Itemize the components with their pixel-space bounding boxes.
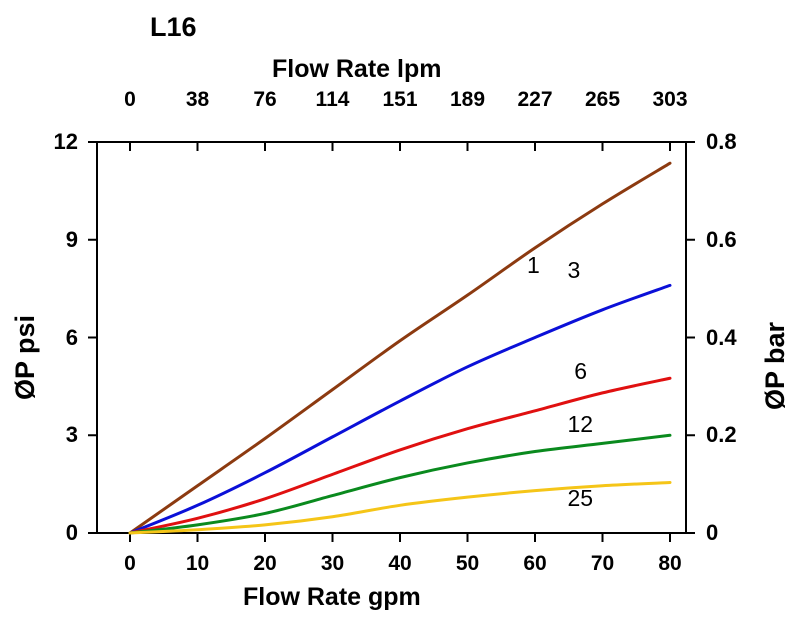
axis-frame bbox=[96, 141, 687, 534]
tick-label: 9 bbox=[65, 226, 78, 252]
tick-label: 0 bbox=[65, 520, 78, 545]
chart-title: L16 bbox=[150, 12, 197, 42]
tick-label: 76 bbox=[253, 88, 277, 111]
tick-label: 10 bbox=[185, 552, 210, 575]
tick-label: 0.6 bbox=[706, 226, 737, 252]
curve-3 bbox=[128, 283, 672, 535]
tick-label: 60 bbox=[523, 552, 547, 575]
tick-label: 151 bbox=[382, 88, 418, 111]
top-axis-title: Flow Rate lpm bbox=[272, 55, 442, 83]
tick-label: 0 bbox=[706, 520, 719, 545]
tick-label: 80 bbox=[658, 552, 682, 575]
tick-label: 0 bbox=[124, 88, 136, 111]
tick-label: 0 bbox=[124, 552, 136, 575]
tick-label: 30 bbox=[320, 552, 345, 575]
tick-label: 40 bbox=[388, 552, 412, 575]
bottom-axis-title: Flow Rate gpm bbox=[243, 583, 421, 611]
tick-label: 38 bbox=[185, 88, 210, 111]
tick-label: 114 bbox=[315, 88, 350, 111]
curve-label-12: 12 bbox=[567, 411, 594, 438]
tick-label: 6 bbox=[65, 324, 78, 350]
tick-label: 189 bbox=[449, 88, 486, 111]
tick-label: 0.2 bbox=[706, 422, 737, 448]
curve-label-3: 3 bbox=[567, 256, 581, 283]
curve-label-6: 6 bbox=[574, 357, 588, 384]
tick-label: 70 bbox=[590, 552, 615, 575]
tick-label: 227 bbox=[517, 88, 553, 111]
curve-1 bbox=[128, 161, 672, 535]
curve-6 bbox=[128, 376, 672, 535]
curve-25 bbox=[128, 481, 672, 535]
curve-12 bbox=[128, 433, 672, 535]
tick-label: 50 bbox=[455, 552, 480, 575]
curve-label-1: 1 bbox=[527, 251, 540, 278]
tick-label: 0.8 bbox=[706, 129, 737, 154]
tick-label: 20 bbox=[253, 552, 277, 575]
tick-marks bbox=[88, 141, 695, 542]
tick-label: 0.4 bbox=[706, 324, 737, 350]
curve-label-25: 25 bbox=[567, 484, 594, 511]
curve-group bbox=[128, 161, 672, 535]
tick-label: 265 bbox=[584, 88, 621, 111]
tick-label: 303 bbox=[652, 88, 688, 111]
tick-label: 12 bbox=[53, 129, 78, 154]
tick-label: 3 bbox=[65, 422, 78, 448]
